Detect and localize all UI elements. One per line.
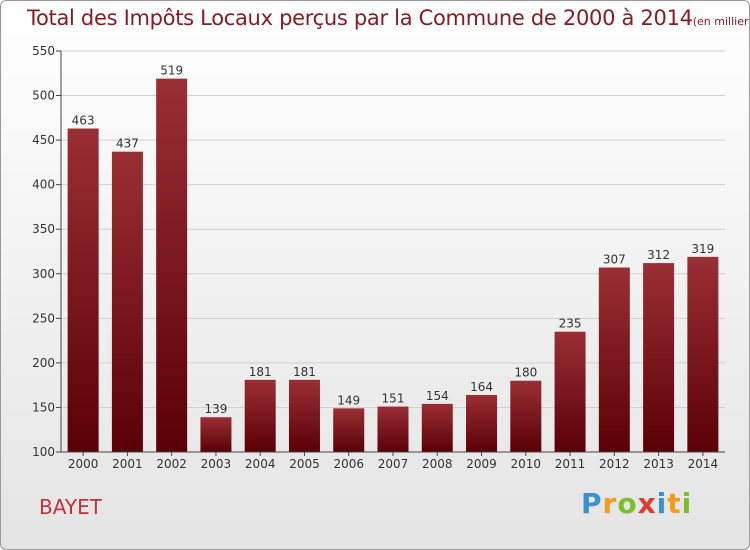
x-tick-label: 2011 [555, 457, 586, 471]
y-tick-label: 450 [32, 133, 55, 147]
bar [377, 406, 409, 452]
bar [687, 256, 719, 452]
y-tick-label: 550 [32, 44, 55, 58]
y-tick-label: 250 [32, 311, 55, 325]
bar-value-label: 437 [116, 137, 139, 151]
x-tick-label: 2001 [112, 457, 143, 471]
logo-letter: P [581, 487, 603, 520]
chart-subtitle: (en milliers d'€) [692, 15, 749, 28]
bar-value-label: 463 [72, 114, 95, 128]
y-tick-label: 100 [32, 445, 55, 459]
bar [244, 379, 276, 452]
x-tick-label: 2005 [289, 457, 320, 471]
bar [421, 403, 453, 452]
bar-value-label: 149 [337, 393, 360, 407]
bar-value-label: 180 [514, 366, 537, 380]
bar-value-label: 519 [160, 64, 183, 78]
y-tick-label: 500 [32, 89, 55, 103]
chart-title-text: Total des Impôts Locaux perçus par la Co… [27, 6, 693, 30]
y-tick-label: 300 [32, 267, 55, 281]
bar-value-label: 319 [691, 242, 714, 256]
bar [288, 379, 320, 452]
x-tick-label: 2007 [378, 457, 409, 471]
bar [510, 380, 542, 452]
logo-letter: t [667, 487, 682, 520]
bar [67, 128, 99, 452]
bar [333, 408, 365, 452]
bar [200, 417, 232, 452]
y-tick-label: 150 [32, 400, 55, 414]
x-tick-label: 2000 [68, 457, 99, 471]
bar [554, 331, 586, 452]
bar-value-label: 139 [204, 402, 227, 416]
bar-value-label: 181 [293, 365, 316, 379]
logo-letter: i [681, 487, 693, 520]
logo-letter: r [602, 487, 618, 520]
x-tick-label: 2003 [201, 457, 232, 471]
x-tick-label: 2012 [599, 457, 630, 471]
x-tick-label: 2002 [156, 457, 187, 471]
logo-letter: i [656, 487, 668, 520]
bar-value-label: 154 [426, 389, 449, 403]
axes [56, 50, 725, 456]
bars [67, 78, 719, 452]
bar [598, 267, 630, 452]
bar-value-label: 312 [647, 248, 670, 262]
commune-name: BAYET [39, 495, 102, 519]
bar-value-label: 235 [559, 317, 582, 331]
bar [156, 78, 188, 452]
logo-letter: o [617, 487, 638, 520]
bar [466, 394, 498, 452]
x-tick-label: 2006 [333, 457, 364, 471]
labels: 100 150 200 250 300 350 400 450 500 550 463 2000 437… [32, 44, 718, 471]
y-tick-label: 350 [32, 222, 55, 236]
x-tick-label: 2009 [466, 457, 497, 471]
bar-value-label: 151 [382, 392, 405, 406]
x-tick-label: 2010 [511, 457, 542, 471]
y-tick-label: 200 [32, 356, 55, 370]
y-tick-label: 400 [32, 178, 55, 192]
bar [111, 151, 143, 452]
bar-value-label: 181 [249, 365, 272, 379]
bar-value-label: 307 [603, 253, 626, 267]
logo-letter: x [637, 487, 657, 520]
chart-title: Total des Impôts Locaux perçus par la Co… [27, 6, 749, 30]
x-tick-label: 2014 [688, 457, 719, 471]
x-tick-label: 2013 [643, 457, 674, 471]
x-tick-label: 2004 [245, 457, 276, 471]
x-tick-label: 2008 [422, 457, 453, 471]
proxiti-logo: Proxiti [581, 487, 692, 520]
bar [643, 263, 675, 452]
bar-value-label: 164 [470, 380, 493, 394]
